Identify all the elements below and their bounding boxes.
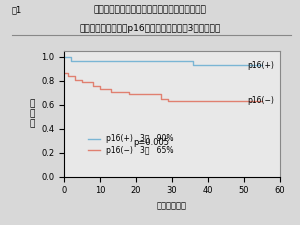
- Text: 図1: 図1: [12, 6, 22, 15]
- Text: p=0.005: p=0.005: [133, 138, 169, 147]
- Text: 頭頸部がんの放射線療法の効果は、がん組織に: 頭頸部がんの放射線療法の効果は、がん組織に: [94, 6, 206, 15]
- Legend: p16(+)   3年   90%, p16(−)   3年   65%: p16(+) 3年 90%, p16(−) 3年 65%: [85, 131, 176, 158]
- Text: がん抑制タンパク質p16がある方が高い（3年生存率）: がん抑制タンパク質p16がある方が高い（3年生存率）: [80, 24, 220, 33]
- Text: p16(+): p16(+): [247, 61, 274, 70]
- Y-axis label: 生
存
率: 生 存 率: [30, 99, 35, 129]
- X-axis label: 月数（ヶ月）: 月数（ヶ月）: [157, 201, 187, 210]
- Text: p16(−): p16(−): [247, 96, 274, 105]
